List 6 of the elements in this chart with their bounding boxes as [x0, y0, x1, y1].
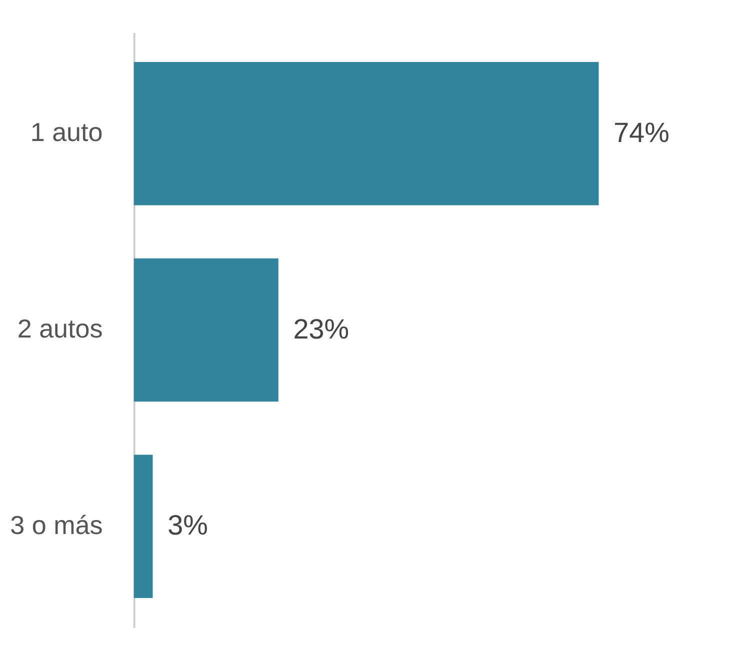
y-tick-label: 1 auto — [30, 117, 103, 148]
data-label: 23% — [293, 313, 350, 344]
y-tick-label: 3 o más — [10, 510, 103, 540]
data-label: 3% — [168, 510, 208, 541]
data-label: 74% — [614, 116, 670, 148]
y-tick-label: 2 autos — [17, 313, 103, 344]
